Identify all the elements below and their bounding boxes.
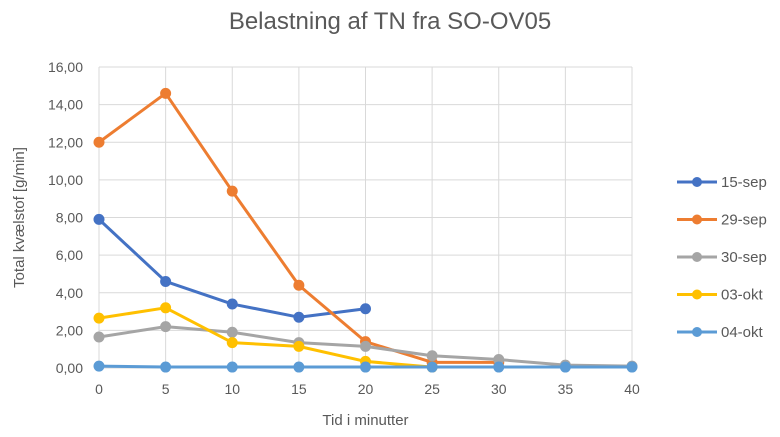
legend-label: 29-sep bbox=[721, 212, 767, 229]
data-point bbox=[426, 350, 438, 362]
x-tick-label: 0 bbox=[95, 381, 103, 397]
y-tick-label: 12,00 bbox=[48, 134, 83, 150]
y-tick-label: 4,00 bbox=[56, 285, 83, 301]
series-line bbox=[97, 306, 434, 369]
series-15-sep bbox=[93, 213, 371, 323]
y-tick-label: 10,00 bbox=[48, 172, 83, 188]
data-point bbox=[160, 275, 172, 287]
data-point bbox=[93, 360, 105, 372]
data-point bbox=[226, 185, 238, 197]
legend-label: 03-okt bbox=[721, 287, 764, 304]
y-tick-label: 2,00 bbox=[56, 322, 83, 338]
x-tick-label: 5 bbox=[162, 381, 170, 397]
data-point bbox=[93, 312, 105, 324]
x-tick-label: 40 bbox=[624, 381, 640, 397]
legend-item: 30-sep bbox=[677, 249, 767, 266]
x-tick-label: 30 bbox=[491, 381, 507, 397]
y-tick-label: 14,00 bbox=[48, 97, 83, 113]
data-point bbox=[293, 279, 305, 291]
data-point bbox=[426, 361, 438, 373]
data-point bbox=[293, 361, 305, 373]
data-point bbox=[493, 361, 505, 373]
data-point bbox=[360, 361, 371, 373]
legend-item: 29-sep bbox=[677, 212, 767, 229]
series-group bbox=[93, 87, 638, 373]
data-point bbox=[226, 298, 238, 310]
x-axis-title: Tid i minutter bbox=[322, 412, 408, 429]
data-point bbox=[160, 321, 172, 333]
y-tick-label: 6,00 bbox=[56, 247, 83, 263]
x-tick-label: 20 bbox=[358, 381, 374, 397]
legend-marker bbox=[692, 289, 702, 300]
legend-marker bbox=[692, 252, 702, 262]
legend-marker bbox=[692, 214, 702, 225]
x-tick-label: 35 bbox=[558, 381, 574, 397]
x-tick-label: 25 bbox=[424, 381, 440, 397]
data-point bbox=[93, 136, 105, 148]
legend-item: 15-sep bbox=[677, 174, 767, 191]
data-point bbox=[226, 326, 238, 338]
legend-item: 04-okt bbox=[677, 324, 764, 341]
data-point bbox=[160, 87, 172, 99]
data-point bbox=[360, 303, 371, 315]
data-point bbox=[626, 361, 638, 373]
data-point bbox=[559, 361, 571, 373]
legend-label: 15-sep bbox=[721, 174, 767, 191]
series-04-okt bbox=[93, 360, 638, 373]
data-point bbox=[93, 331, 105, 343]
legend-marker bbox=[692, 327, 702, 337]
data-point bbox=[160, 361, 172, 373]
data-point bbox=[293, 311, 305, 323]
data-point bbox=[160, 302, 172, 314]
y-axis-title: Total kvælstof [g/min] bbox=[11, 147, 28, 288]
legend: 15-sep 29-sep 30-sep 03-okt 04-okt bbox=[677, 174, 767, 341]
chart-title: Belastning af TN fra SO-OV05 bbox=[228, 8, 552, 35]
legend-label: 30-sep bbox=[721, 249, 767, 266]
x-tick-label: 10 bbox=[224, 381, 240, 397]
y-tick-label: 0,00 bbox=[56, 360, 83, 376]
legend-marker bbox=[692, 177, 702, 187]
data-point bbox=[226, 337, 238, 349]
data-point bbox=[93, 213, 105, 225]
legend-item: 03-okt bbox=[677, 287, 764, 304]
legend-label: 04-okt bbox=[721, 324, 764, 341]
data-point bbox=[360, 340, 371, 352]
y-tick-label: 8,00 bbox=[56, 210, 83, 226]
data-point bbox=[293, 340, 305, 352]
data-point bbox=[226, 361, 238, 373]
axes: 0,00 2,00 4,00 6,00 8,00 10,00 12,00 14,00 16,00… bbox=[48, 59, 640, 397]
x-tick-label: 15 bbox=[291, 381, 307, 397]
y-tick-label: 16,00 bbox=[48, 59, 83, 75]
